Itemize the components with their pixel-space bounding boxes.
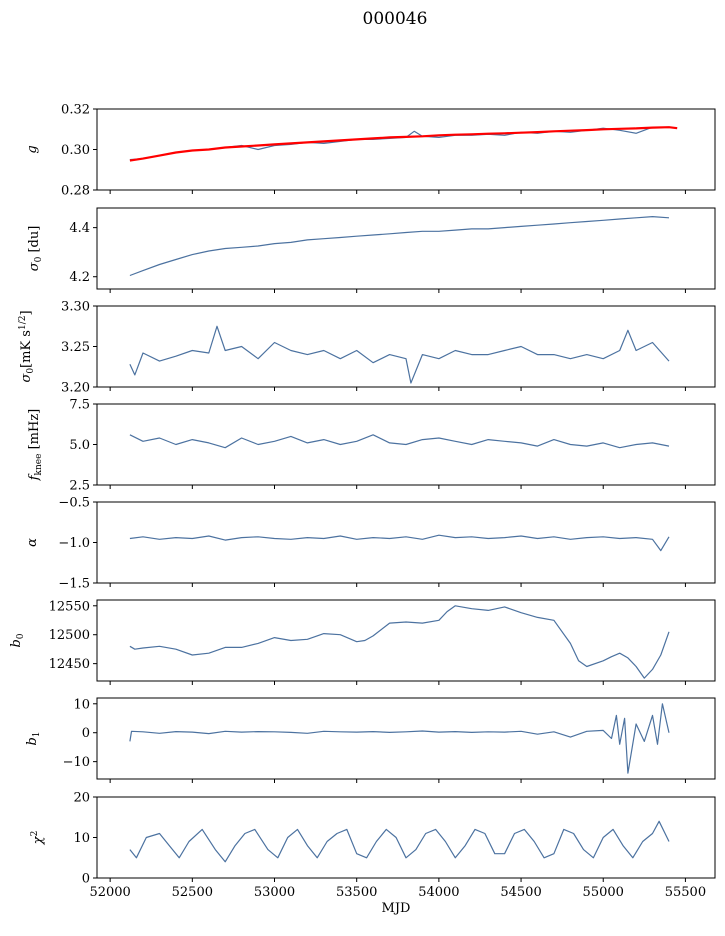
y-tick-label-2-2: 3.30: [61, 300, 90, 315]
y-tick-label-4-0: −1.5: [58, 577, 90, 592]
x-tick-label-1: 52500: [172, 885, 213, 900]
axes-frame-6: [96, 697, 716, 780]
y-tick-label-4-1: −1.0: [58, 536, 90, 551]
y-tick-label-4-2: −0.5: [58, 496, 90, 511]
axes-frame-4: [96, 501, 716, 584]
y-tick-label-0-1: 0.30: [61, 143, 90, 158]
y-tick-label-3-1: 5.0: [69, 438, 90, 453]
y-tick-label-7-1: 10: [73, 831, 90, 846]
y-tick-label-6-0: −10: [63, 755, 90, 770]
series-line-4-0: [129, 534, 670, 552]
y-tick-label-7-2: 20: [73, 791, 90, 806]
y-tick-label-1-0: 4.2: [69, 270, 90, 285]
axes-frame-0: [96, 108, 716, 191]
series-line-6-0: [129, 703, 670, 774]
y-tick-label-7-0: 0: [82, 872, 90, 887]
x-tick-label-7: 55500: [665, 885, 706, 900]
series-line-0-0: [129, 126, 669, 161]
y-tick-label-0-0: 0.28: [61, 184, 90, 199]
series-line-2-0: [129, 325, 670, 384]
y-tick-label-1-1: 4.4: [69, 221, 90, 236]
y-axis-label-3: fknee [mHz]: [27, 409, 44, 482]
y-tick-label-0-2: 0.32: [61, 103, 90, 118]
y-axis-label-4: α: [25, 538, 40, 547]
x-axis-label: MJD: [382, 901, 411, 916]
y-axis-label-6: b1: [25, 731, 42, 745]
y-axis-label-7: χ2: [30, 831, 46, 846]
axes-frame-1: [96, 207, 716, 290]
x-tick-label-4: 54000: [418, 885, 459, 900]
y-tick-label-3-0: 2.5: [69, 479, 90, 494]
x-tick-label-0: 52000: [89, 885, 130, 900]
y-tick-label-2-0: 3.20: [61, 381, 90, 396]
x-tick-label-5: 54500: [500, 885, 541, 900]
y-tick-label-2-1: 3.25: [61, 340, 90, 355]
series-line-5-0: [129, 605, 670, 679]
y-axis-label-0: g: [25, 145, 40, 153]
y-axis-label-2: σ0[mK s1/2]: [18, 310, 36, 382]
series-line-1-0: [129, 216, 670, 277]
series-line-7-0: [129, 820, 670, 863]
y-tick-label-6-1: 0: [82, 726, 90, 741]
y-tick-label-5-2: 12550: [49, 599, 90, 614]
series-line-0-1: [129, 126, 678, 162]
figure-title: 000046: [363, 9, 428, 29]
axes-frame-7: [96, 796, 716, 879]
y-tick-label-5-0: 12450: [49, 657, 90, 672]
y-axis-label-1: σ0 [du]: [27, 226, 44, 272]
axes-frame-5: [96, 599, 716, 682]
x-tick-label-2: 53000: [254, 885, 295, 900]
x-tick-label-6: 55000: [583, 885, 624, 900]
series-line-3-0: [129, 434, 670, 449]
x-tick-label-3: 53500: [336, 885, 377, 900]
axes-frame-2: [96, 305, 716, 388]
y-tick-label-6-2: 10: [73, 697, 90, 712]
y-tick-label-5-1: 12500: [49, 628, 90, 643]
y-tick-label-3-2: 7.5: [69, 398, 90, 413]
y-axis-label-5: b0: [9, 633, 26, 647]
